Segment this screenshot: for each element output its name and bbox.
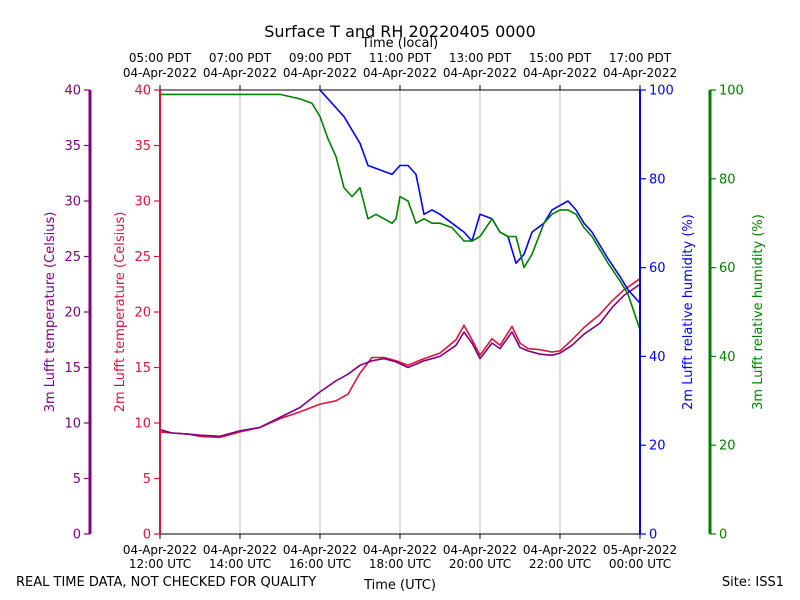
top-tick-label-time: 11:00 PDT xyxy=(369,51,432,65)
x-tick-label-time: 22:00 UTC xyxy=(529,557,591,571)
y-tick-label-rh2m: 0 xyxy=(649,528,657,543)
series-line-3m-lufft-temperature xyxy=(159,283,641,438)
y-tick-label-rh3m: 80 xyxy=(719,172,736,187)
top-tick-label-time: 13:00 PDT xyxy=(449,51,512,65)
top-tick-label-date: 04-Apr-2022 xyxy=(123,66,197,80)
y-tick-label-rh3m: 0 xyxy=(719,528,727,543)
y-tick-label-rh2m: 40 xyxy=(649,350,666,365)
y-tick-label-t2m: 25 xyxy=(134,250,151,265)
y-tick-label-rh3m: 60 xyxy=(719,261,736,276)
x-tick-label-date: 05-Apr-2022 xyxy=(603,543,677,557)
x-tick-label-time: 12:00 UTC xyxy=(129,557,191,571)
y-tick-label-rh3m: 20 xyxy=(719,439,736,454)
top-tick-label-time: 09:00 PDT xyxy=(289,51,352,65)
x-tick-label-time: 20:00 UTC xyxy=(449,557,511,571)
y-tick-label-t3m: 10 xyxy=(64,417,81,432)
y-axis-label-rh3m: 3m Lufft relative humidity (%) xyxy=(751,214,766,410)
x-tick-label-date: 04-Apr-2022 xyxy=(523,543,597,557)
x-tick-label-date: 04-Apr-2022 xyxy=(443,543,517,557)
y-tick-label-t3m: 30 xyxy=(64,195,81,210)
y-tick-label-t3m: 5 xyxy=(73,472,81,487)
top-tick-label-time: 07:00 PDT xyxy=(209,51,272,65)
y-axis-label-rh2m: 2m Lufft relative humidity (%) xyxy=(681,214,696,410)
x-tick-label-date: 04-Apr-2022 xyxy=(203,543,277,557)
x-tick-label-time: 14:00 UTC xyxy=(209,557,271,571)
top-tick-label-date: 04-Apr-2022 xyxy=(443,66,517,80)
top-tick-label-date: 04-Apr-2022 xyxy=(203,66,277,80)
y-tick-label-t2m: 40 xyxy=(134,84,151,99)
y-tick-label-rh3m: 100 xyxy=(719,84,744,99)
x-tick-label-time: 00:00 UTC xyxy=(609,557,671,571)
series-line-3m-lufft-relative-humidity xyxy=(160,93,641,331)
x-tick-label-time: 18:00 UTC xyxy=(369,557,431,571)
top-axis-label: Time (local) xyxy=(361,36,438,51)
y-tick-label-rh3m: 40 xyxy=(719,350,736,365)
y-tick-label-rh2m: 100 xyxy=(649,84,674,99)
grid-lines xyxy=(239,90,561,534)
top-tick-label-date: 04-Apr-2022 xyxy=(283,66,357,80)
y-tick-label-t3m: 25 xyxy=(64,250,81,265)
series-group xyxy=(159,89,641,439)
top-tick-label-time: 15:00 PDT xyxy=(529,51,592,65)
top-tick-label-time: 17:00 PDT xyxy=(609,51,672,65)
y-tick-label-rh2m: 60 xyxy=(649,261,666,276)
site-label: Site: ISS1 xyxy=(721,575,784,590)
y-tick-label-t3m: 0 xyxy=(73,528,81,543)
x-tick-label-date: 04-Apr-2022 xyxy=(283,543,357,557)
x-tick-label-date: 04-Apr-2022 xyxy=(123,543,197,557)
quality-disclaimer: REAL TIME DATA, NOT CHECKED FOR QUALITY xyxy=(16,575,317,590)
y-tick-label-t3m: 15 xyxy=(64,361,81,376)
y-tick-label-t2m: 15 xyxy=(134,361,151,376)
y-tick-label-t3m: 35 xyxy=(64,139,81,154)
y-tick-label-t2m: 10 xyxy=(134,417,151,432)
y-axis-label-t3m: 3m Lufft temperature (Celsius) xyxy=(43,212,58,413)
top-tick-label-date: 04-Apr-2022 xyxy=(363,66,437,80)
top-tick-label-date: 04-Apr-2022 xyxy=(603,66,677,80)
x-tick-label-date: 04-Apr-2022 xyxy=(363,543,437,557)
y-tick-label-t3m: 20 xyxy=(64,306,81,321)
y-tick-label-t3m: 40 xyxy=(64,84,81,99)
top-tick-label-time: 05:00 PDT xyxy=(129,51,192,65)
y-tick-label-t2m: 20 xyxy=(134,306,151,321)
y-tick-label-rh2m: 20 xyxy=(649,439,666,454)
series-line-2m-lufft-relative-humidity xyxy=(319,89,641,304)
chart-title: Surface T and RH 20220405 0000 xyxy=(264,22,536,41)
y-tick-label-t2m: 0 xyxy=(143,528,151,543)
y-tick-label-t2m: 5 xyxy=(143,472,151,487)
y-tick-label-t2m: 35 xyxy=(134,139,151,154)
top-tick-label-date: 04-Apr-2022 xyxy=(523,66,597,80)
x-tick-label-time: 16:00 UTC xyxy=(289,557,351,571)
bottom-axis-label: Time (UTC) xyxy=(363,578,436,593)
y-tick-label-t2m: 30 xyxy=(134,195,151,210)
y-axis-label-t2m: 2m Lufft temperature (Celsius) xyxy=(113,212,128,413)
y-tick-label-rh2m: 80 xyxy=(649,172,666,187)
